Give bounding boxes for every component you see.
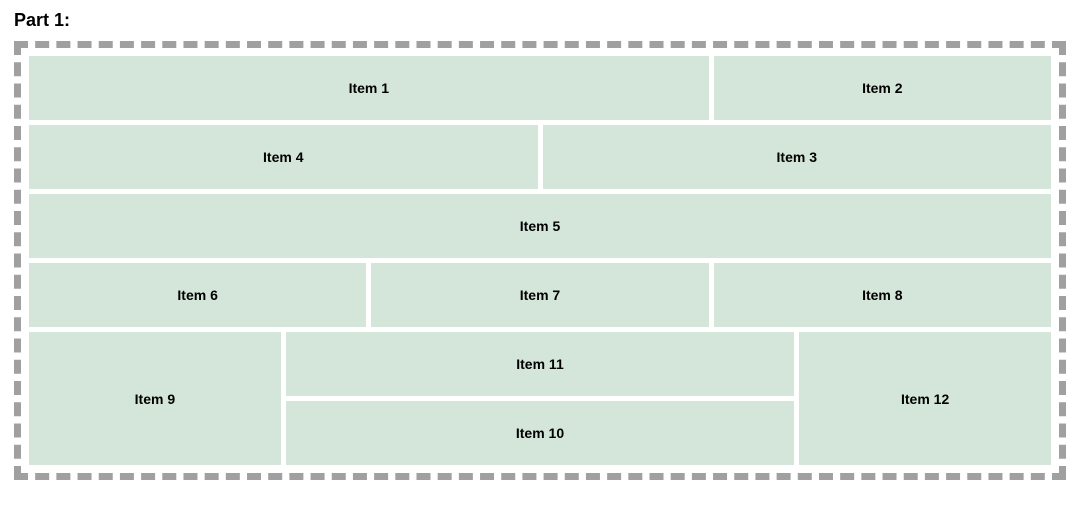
grid-item-8: Item 8 xyxy=(714,263,1051,327)
grid-item-3: Item 3 xyxy=(543,125,1052,189)
grid-item-6: Item 6 xyxy=(29,263,366,327)
grid-item-1: Item 1 xyxy=(29,56,709,120)
grid-item-5: Item 5 xyxy=(29,194,1051,258)
grid-item-9: Item 9 xyxy=(29,332,281,465)
grid-item-10: Item 10 xyxy=(286,401,795,465)
part-title: Part 1: xyxy=(14,10,1066,31)
grid-container: Item 1 Item 2 Item 4 Item 3 Item 5 Item … xyxy=(14,41,1066,480)
grid-item-2: Item 2 xyxy=(714,56,1051,120)
grid-item-4: Item 4 xyxy=(29,125,538,189)
grid-item-11: Item 11 xyxy=(286,332,795,396)
grid-item-12: Item 12 xyxy=(799,332,1051,465)
grid-item-7: Item 7 xyxy=(371,263,708,327)
